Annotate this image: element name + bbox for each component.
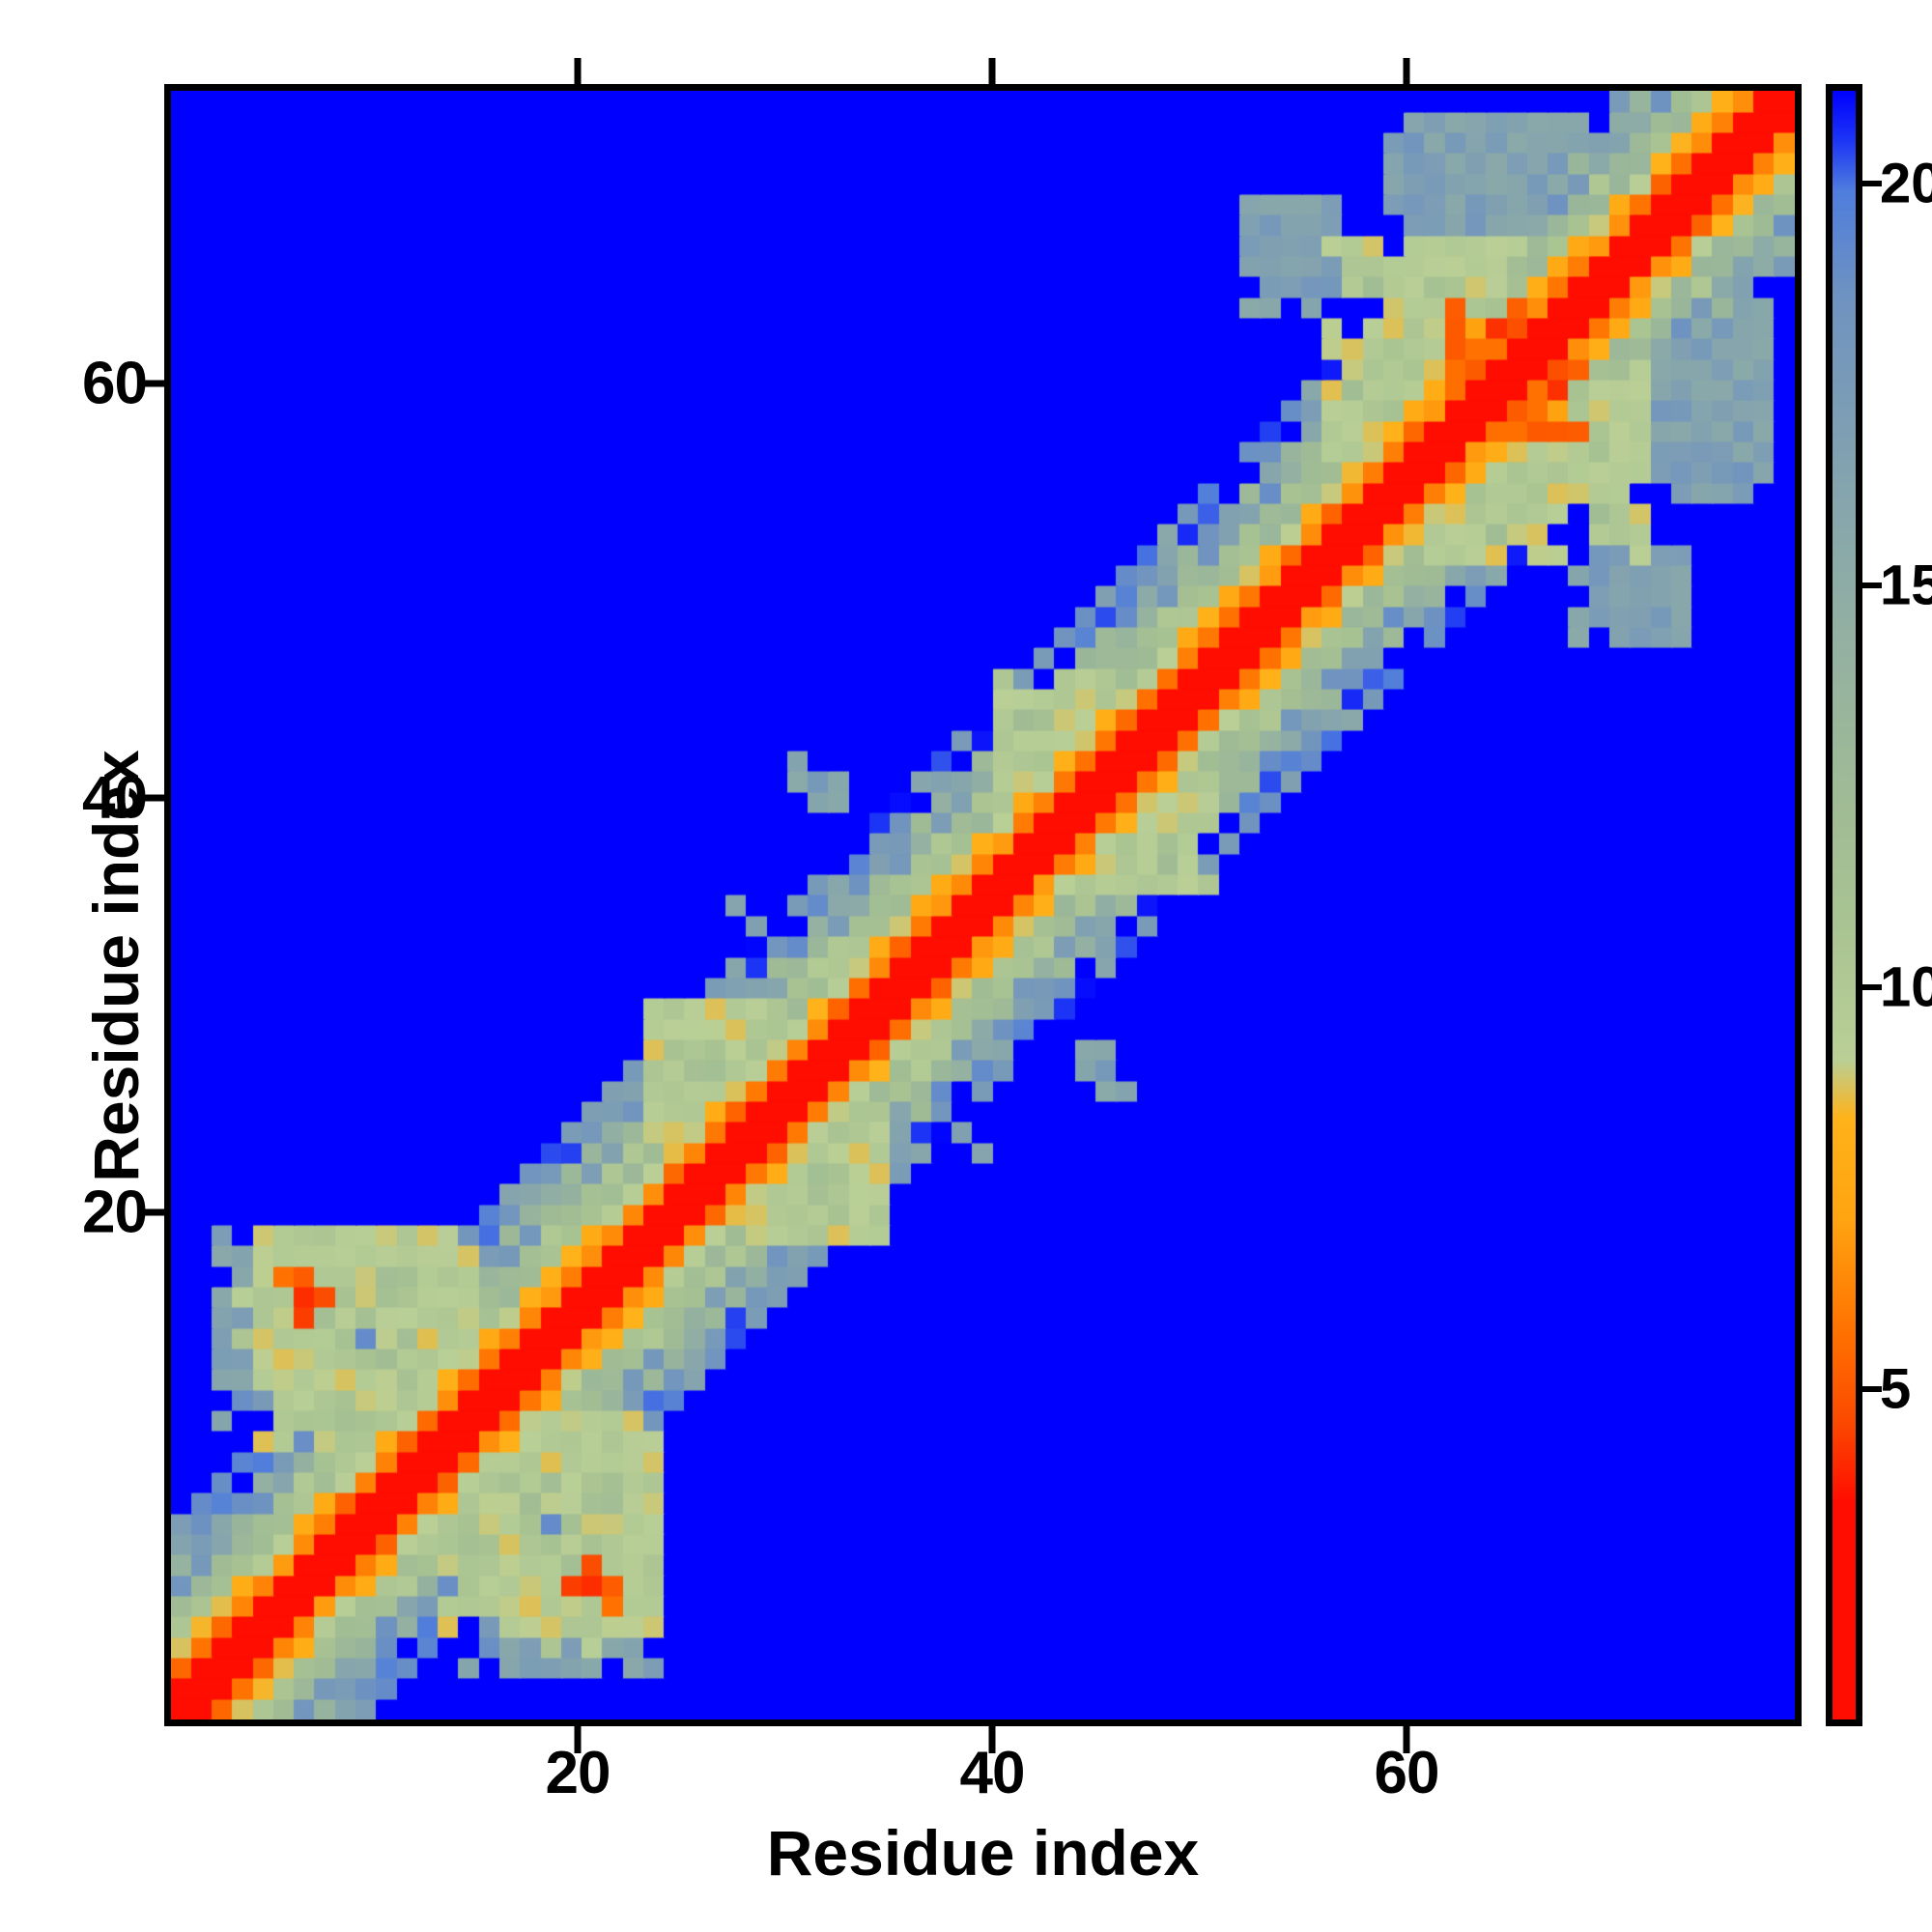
x-tick-mark — [574, 1726, 582, 1753]
x-tick-mark-top — [574, 58, 582, 85]
colorbar-tick-label: 5 — [1880, 1357, 1912, 1421]
y-axis-title: Residue index — [80, 750, 152, 1182]
x-tick-mark — [988, 1726, 996, 1753]
colorbar-tick-mark — [1862, 1386, 1882, 1392]
y-tick-mark — [138, 1208, 165, 1216]
colorbar-gradient — [1833, 91, 1856, 1719]
colorbar-tick-label: 20 — [1880, 152, 1932, 215]
x-tick-mark-top — [988, 58, 996, 85]
colorbar-tick-mark — [1862, 181, 1882, 186]
colorbar-tick-label: 10 — [1880, 955, 1932, 1019]
colorbar-tick-mark — [1862, 582, 1882, 588]
y-tick-mark — [138, 794, 165, 802]
y-tick-label: 20 — [82, 1179, 148, 1246]
x-tick-label: 60 — [1374, 1740, 1440, 1806]
x-axis-title: Residue index — [766, 1817, 1200, 1889]
heatmap-canvas — [171, 91, 1795, 1719]
y-tick-mark — [138, 380, 165, 387]
x-tick-label: 40 — [959, 1740, 1026, 1806]
x-tick-mark-top — [1403, 58, 1410, 85]
y-tick-label: 60 — [82, 350, 148, 417]
colorbar-tick-label: 15 — [1880, 554, 1932, 617]
colorbar — [1826, 84, 1862, 1726]
colorbar-tick-mark — [1862, 984, 1882, 990]
y-axis-title-wrap: Residue index — [19, 0, 152, 1932]
x-tick-label: 20 — [545, 1740, 611, 1806]
x-tick-mark — [1403, 1726, 1410, 1753]
y-tick-label: 40 — [82, 764, 148, 832]
heatmap-plot-area — [164, 84, 1802, 1726]
